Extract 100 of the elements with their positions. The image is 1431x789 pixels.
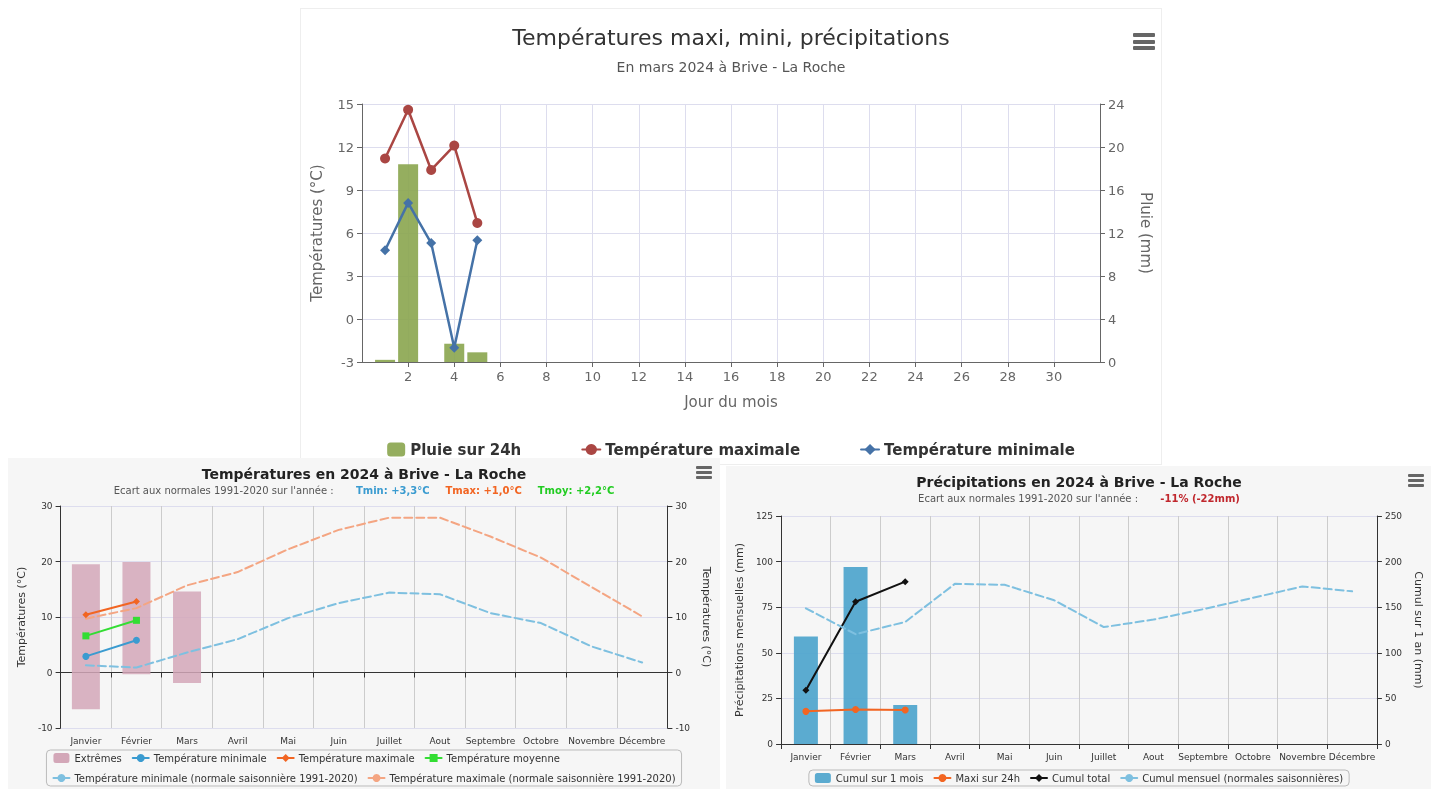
- legend-label: Cumul sur 1 mois: [835, 772, 924, 784]
- y2-tick-label: 16: [1108, 182, 1125, 198]
- x-tick-label: 26: [953, 369, 970, 384]
- x-tick-label: 22: [861, 369, 878, 384]
- y-tick-label: 15: [337, 96, 354, 112]
- point: [802, 686, 810, 694]
- y2-tick-label: 4: [1108, 311, 1117, 327]
- line-series: [804, 582, 1354, 636]
- bar: [793, 636, 818, 744]
- point: [82, 611, 90, 619]
- bar: [122, 562, 151, 675]
- x-tick-label: 20: [814, 369, 832, 384]
- x-tick-label: Mars: [176, 735, 199, 746]
- x-tick-label: 8: [542, 369, 551, 384]
- y2-tick-label: 100: [1384, 647, 1403, 658]
- y-tick-label: 30: [41, 501, 53, 511]
- chart-title: Températures maxi, mini, précipitations: [511, 24, 950, 50]
- point: [132, 636, 140, 644]
- y2-tick-label: 50: [1384, 693, 1397, 704]
- y2-tick-label: 10: [675, 612, 688, 622]
- x-tick-label: Mars: [894, 751, 917, 762]
- chart-title: Températures en 2024 à Brive - La Roche: [201, 466, 527, 482]
- x-tick-label: Septembre: [1178, 751, 1229, 762]
- y-tick-label: 0: [345, 311, 354, 327]
- point: [852, 598, 860, 606]
- legend-label: Maxi sur 24h: [955, 772, 1020, 784]
- y2-tick-label: 8: [1108, 268, 1117, 284]
- bar: [843, 567, 868, 744]
- y-axis-title: Précipitations mensuelles (mm): [733, 542, 746, 718]
- x-tick-label: 24: [907, 369, 924, 384]
- y2-axis-title: Cumul sur 1 an (mm): [1412, 571, 1425, 689]
- x-tick-label: Novembre: [568, 735, 616, 746]
- x-tick-label: Octobre: [523, 735, 560, 746]
- point: [380, 153, 391, 164]
- x-tick-label: Juin: [329, 735, 348, 746]
- point: [380, 245, 391, 256]
- y2-tick-label: 12: [1108, 225, 1125, 241]
- y-axis-title: Températures (°C): [307, 164, 326, 303]
- x-tick-label: Aout: [1143, 751, 1165, 762]
- x-tick-label: Aout: [429, 735, 451, 746]
- y-tick-label: 12: [337, 139, 354, 155]
- y2-tick-label: 250: [1384, 511, 1403, 521]
- x-tick-label: Décembre: [1328, 751, 1376, 762]
- point: [449, 140, 460, 151]
- legend-label: Cumul total: [1051, 772, 1111, 784]
- x-tick-label: 30: [1045, 369, 1063, 384]
- bar: [71, 564, 100, 710]
- x-tick-label: 6: [496, 369, 505, 384]
- x-tick-label: Juillet: [375, 735, 403, 746]
- legend-label: Température maximale (normale saisonnière 1991-2020): [388, 772, 676, 784]
- y2-tick-label: 0: [1384, 739, 1391, 749]
- y-tick-label: -10: [37, 723, 53, 733]
- x-tick-label: Juillet: [1090, 751, 1117, 762]
- x-tick-label: 2: [403, 369, 413, 384]
- chart-subtitle: Ecart aux normales 1991-2020 sur l'année :: [918, 492, 1161, 504]
- chart-subtitle: Ecart aux normales 1991-2020 sur l'année :: [113, 484, 356, 496]
- text: -11% (-22mm): [1160, 492, 1240, 504]
- x-tick-label: Septembre: [465, 735, 516, 746]
- y2-tick-label: 20: [1108, 139, 1125, 155]
- legend-label: Extrêmes: [74, 752, 122, 764]
- bar: [173, 591, 202, 684]
- x-tick-label: Janvier: [69, 735, 102, 746]
- legend-label: Température minimale: [152, 752, 267, 764]
- legend-label: Cumul mensuel (normales saisonnières): [1142, 772, 1344, 784]
- y2-tick-label: 0: [675, 667, 682, 678]
- bar: [467, 352, 488, 362]
- point: [403, 104, 414, 115]
- x-tick-label: 12: [630, 369, 648, 384]
- y-tick-label: 125: [755, 511, 774, 521]
- legend-label: Température maximale: [605, 440, 801, 459]
- y2-tick-label: 0: [1108, 354, 1117, 370]
- x-tick-label: Février: [120, 735, 153, 746]
- y-tick-label: 9: [345, 182, 354, 198]
- point: [132, 616, 140, 624]
- y-tick-label: 75: [761, 602, 774, 613]
- y-tick-label: 3: [345, 268, 354, 284]
- y2-axis-title: Températures (°C): [700, 565, 713, 668]
- legend-label: Température minimale: [884, 440, 1075, 459]
- legend-label: Température moyenne: [445, 752, 560, 764]
- x-tick-label: Janvier: [789, 751, 822, 762]
- x-axis-title: Jour du mois: [683, 392, 778, 411]
- bar: [375, 359, 396, 362]
- y-tick-label: 0: [767, 739, 774, 749]
- point: [426, 164, 437, 175]
- y2-tick-label: 24: [1108, 96, 1125, 112]
- x-tick-label: Mai: [996, 751, 1013, 762]
- y2-axis-title: Pluie (mm): [1136, 192, 1155, 274]
- x-tick-label: Novembre: [1279, 751, 1327, 762]
- y-tick-label: -3: [341, 354, 354, 370]
- x-tick-label: Avril: [227, 735, 248, 746]
- legend-label: Pluie sur 24h: [410, 440, 522, 459]
- y2-tick-label: 30: [675, 501, 688, 511]
- y-tick-label: 10: [41, 612, 53, 622]
- point: [426, 238, 437, 249]
- x-tick-label: Février: [840, 751, 872, 762]
- y2-tick-label: 20: [675, 556, 688, 567]
- x-tick-label: Avril: [945, 751, 965, 762]
- point: [901, 578, 909, 586]
- point: [472, 235, 483, 246]
- point: [472, 217, 483, 228]
